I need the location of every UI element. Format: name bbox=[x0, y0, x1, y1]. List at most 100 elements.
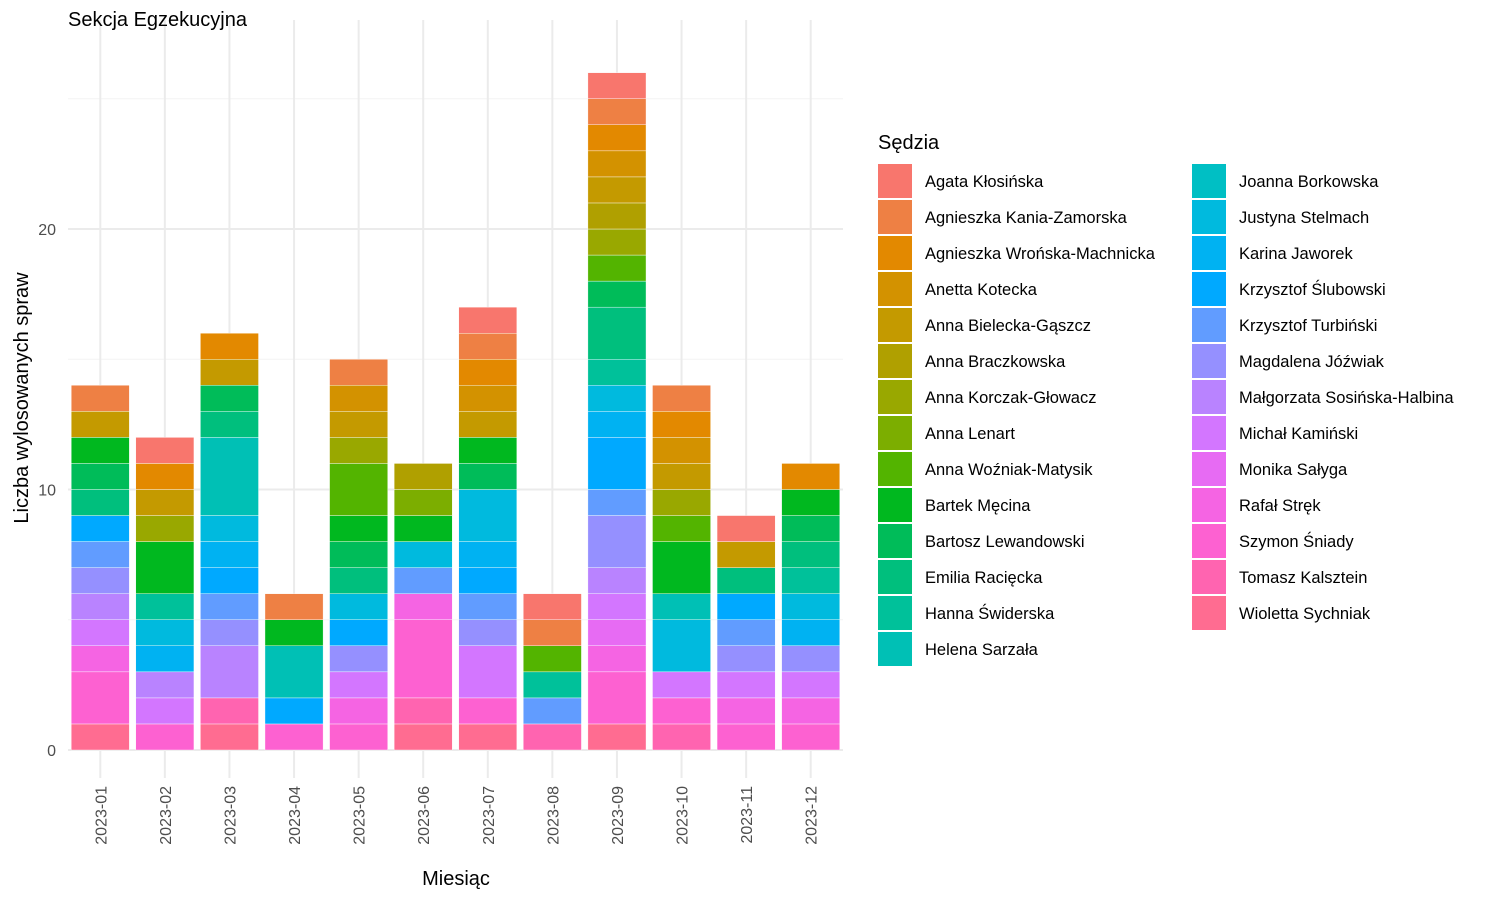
y-tick-label: 20 bbox=[38, 222, 56, 239]
legend-key bbox=[1192, 524, 1226, 558]
bar-segment bbox=[393, 489, 453, 516]
bar-segment bbox=[200, 515, 259, 542]
bar-segment bbox=[393, 463, 453, 490]
bar-segment bbox=[200, 593, 259, 620]
bar-segment bbox=[329, 359, 388, 386]
bar-segment bbox=[781, 697, 840, 725]
legend-key bbox=[878, 308, 912, 342]
bar-segment bbox=[587, 645, 647, 673]
bar-segment bbox=[652, 411, 711, 438]
bar-segment bbox=[71, 567, 130, 594]
bar-segment bbox=[329, 671, 388, 699]
bar-segment bbox=[264, 645, 324, 699]
bar-segment bbox=[135, 671, 195, 699]
bar-segment bbox=[652, 541, 711, 594]
legend-key bbox=[878, 632, 912, 666]
bar-segment bbox=[523, 671, 582, 699]
bar-segment bbox=[71, 489, 130, 516]
bar-segment bbox=[329, 541, 388, 568]
legend-key bbox=[878, 380, 912, 414]
bar-segment bbox=[200, 359, 259, 386]
bars bbox=[71, 72, 840, 751]
legend-label: Agnieszka Wrońska-Machnicka bbox=[925, 245, 1156, 263]
bar-segment bbox=[458, 541, 518, 568]
bar-segment bbox=[587, 124, 647, 152]
bar-segment bbox=[71, 515, 130, 542]
legend-label: Michał Kamiński bbox=[1239, 425, 1358, 443]
legend-key bbox=[1192, 236, 1226, 270]
bar-segment bbox=[587, 72, 647, 99]
bar-segment bbox=[781, 463, 840, 490]
bar-segment bbox=[329, 593, 388, 620]
x-tick-label: 2023-11 bbox=[739, 786, 756, 844]
x-axis-title: Miesiąc bbox=[422, 868, 490, 890]
bar-segment bbox=[393, 593, 453, 620]
x-tick-label: 2023-05 bbox=[352, 786, 369, 845]
bar-segment bbox=[200, 333, 259, 360]
bar-segment bbox=[329, 411, 388, 438]
legend-label: Anetta Kotecka bbox=[925, 281, 1038, 299]
bar-segment bbox=[587, 254, 647, 282]
legend-label: Anna Braczkowska bbox=[925, 353, 1066, 371]
bar-segment bbox=[781, 515, 840, 542]
bar-segment bbox=[458, 645, 518, 699]
bar-segment bbox=[523, 619, 582, 646]
legend-label: Wioletta Sychniak bbox=[1239, 605, 1371, 623]
bar-segment bbox=[652, 593, 711, 620]
bar-segment bbox=[458, 359, 518, 386]
bar-segment bbox=[135, 645, 195, 673]
bar-segment bbox=[135, 541, 195, 594]
bar-segment bbox=[135, 489, 195, 516]
bar-segment bbox=[781, 593, 840, 620]
bar-segment bbox=[587, 306, 647, 360]
legend-label: Agata Kłosińska bbox=[925, 173, 1044, 191]
bar-segment bbox=[716, 645, 776, 673]
bar-segment bbox=[781, 567, 840, 594]
bar-segment bbox=[652, 385, 711, 412]
legend-label: Bartek Męcina bbox=[925, 497, 1031, 515]
legend-label: Magdalena Jóźwiak bbox=[1239, 353, 1385, 371]
legend-key bbox=[878, 596, 912, 630]
bar-segment bbox=[587, 515, 647, 568]
bar-segment bbox=[781, 619, 840, 646]
bar-segment bbox=[652, 619, 711, 673]
bar-segment bbox=[71, 671, 130, 725]
bar-segment bbox=[71, 385, 130, 412]
bar-segment bbox=[329, 515, 388, 542]
bar-segment bbox=[587, 228, 647, 256]
bar-segment bbox=[200, 645, 259, 699]
bar-segment bbox=[587, 671, 647, 725]
x-tick-label: 2023-06 bbox=[416, 786, 433, 845]
bar-segment bbox=[135, 437, 195, 464]
x-tick-label: 2023-12 bbox=[804, 786, 821, 845]
bar-segment bbox=[200, 437, 259, 516]
x-tick-label: 2023-08 bbox=[545, 786, 562, 845]
bar-segment bbox=[587, 202, 647, 230]
bar-segment bbox=[135, 697, 195, 725]
x-axis-ticks: 2023-01 2023-02 2023-03 2023-04 2023-05 2023-… bbox=[93, 786, 820, 845]
x-tick-label: 2023-04 bbox=[287, 786, 304, 845]
legend-label: Szymon Śniady bbox=[1239, 532, 1354, 551]
bar-segment bbox=[587, 359, 647, 386]
bar-segment bbox=[652, 437, 711, 464]
bar-segment bbox=[200, 385, 259, 412]
legend-key bbox=[1192, 308, 1226, 342]
legend-key bbox=[878, 452, 912, 486]
legend-label: Małgorzata Sosińska-Halbina bbox=[1239, 389, 1454, 407]
bar-segment bbox=[716, 671, 776, 699]
legend-label: Anna Woźniak-Matysik bbox=[925, 461, 1093, 479]
legend-label: Anna Bielecka-Gąszcz bbox=[925, 317, 1091, 335]
bar-segment bbox=[458, 593, 518, 620]
bar-segment bbox=[587, 489, 647, 516]
bar-segment bbox=[200, 567, 259, 594]
legend-key bbox=[878, 344, 912, 378]
bar-segment bbox=[200, 411, 259, 438]
bar-segment bbox=[716, 567, 776, 594]
legend-key bbox=[878, 200, 912, 234]
legend-label: Justyna Stelmach bbox=[1239, 209, 1369, 227]
bar-segment bbox=[393, 567, 453, 594]
bar-segment bbox=[329, 567, 388, 594]
bar-segment bbox=[587, 619, 647, 646]
bar-segment bbox=[71, 593, 130, 620]
legend-label: Emilia Racięcka bbox=[925, 569, 1043, 587]
